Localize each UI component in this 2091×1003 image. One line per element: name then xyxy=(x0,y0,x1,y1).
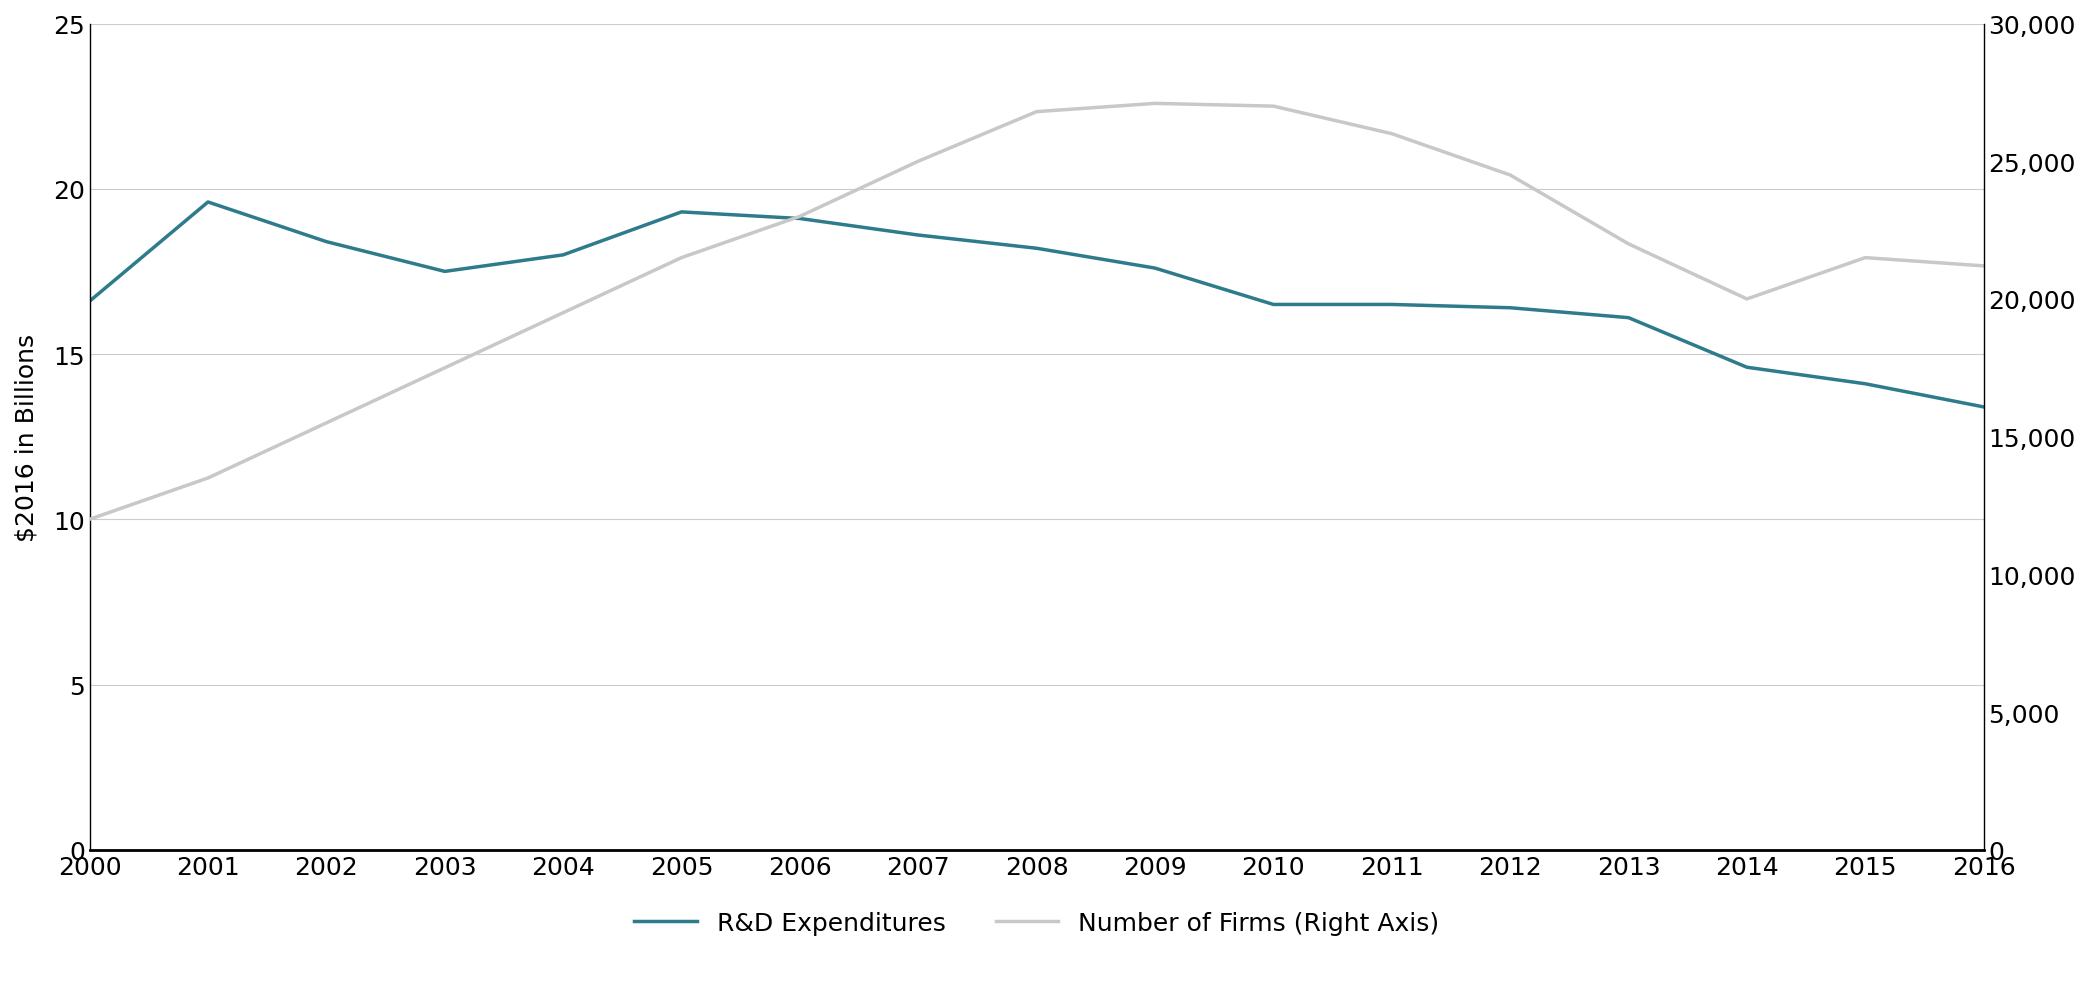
R&D Expenditures xyxy=(1261,299,1286,311)
R&D Expenditures xyxy=(550,250,575,262)
R&D Expenditures xyxy=(433,266,458,278)
R&D Expenditures xyxy=(194,197,220,209)
Number of Firms (Right Axis) xyxy=(77,514,102,526)
Number of Firms (Right Axis) xyxy=(1853,253,1878,265)
R&D Expenditures xyxy=(1380,299,1405,311)
Line: R&D Expenditures: R&D Expenditures xyxy=(90,203,1984,407)
Y-axis label: $2016 in Billions: $2016 in Billions xyxy=(15,333,40,542)
Number of Firms (Right Axis) xyxy=(550,307,575,319)
Number of Firms (Right Axis) xyxy=(1380,128,1405,140)
Number of Firms (Right Axis) xyxy=(1497,170,1522,182)
Number of Firms (Right Axis) xyxy=(1025,106,1050,118)
Number of Firms (Right Axis) xyxy=(314,417,339,429)
Number of Firms (Right Axis) xyxy=(905,156,930,169)
Legend: R&D Expenditures, Number of Firms (Right Axis): R&D Expenditures, Number of Firms (Right… xyxy=(623,901,1449,945)
Number of Firms (Right Axis) xyxy=(1616,239,1641,251)
Number of Firms (Right Axis) xyxy=(1733,294,1759,306)
Number of Firms (Right Axis) xyxy=(433,362,458,374)
R&D Expenditures xyxy=(1853,378,1878,390)
R&D Expenditures xyxy=(314,237,339,249)
Number of Firms (Right Axis) xyxy=(194,472,220,484)
R&D Expenditures xyxy=(1025,243,1050,255)
R&D Expenditures xyxy=(788,214,813,226)
Number of Firms (Right Axis) xyxy=(1261,101,1286,113)
R&D Expenditures xyxy=(905,230,930,242)
R&D Expenditures xyxy=(1616,312,1641,324)
Number of Firms (Right Axis) xyxy=(1972,261,1997,273)
R&D Expenditures xyxy=(669,207,694,219)
Number of Firms (Right Axis) xyxy=(788,211,813,223)
R&D Expenditures xyxy=(1733,362,1759,374)
R&D Expenditures xyxy=(1497,303,1522,315)
Line: Number of Firms (Right Axis): Number of Firms (Right Axis) xyxy=(90,104,1984,520)
Number of Firms (Right Axis) xyxy=(669,253,694,265)
R&D Expenditures xyxy=(77,296,102,308)
Number of Firms (Right Axis) xyxy=(1142,98,1167,110)
R&D Expenditures xyxy=(1972,401,1997,413)
R&D Expenditures xyxy=(1142,263,1167,275)
